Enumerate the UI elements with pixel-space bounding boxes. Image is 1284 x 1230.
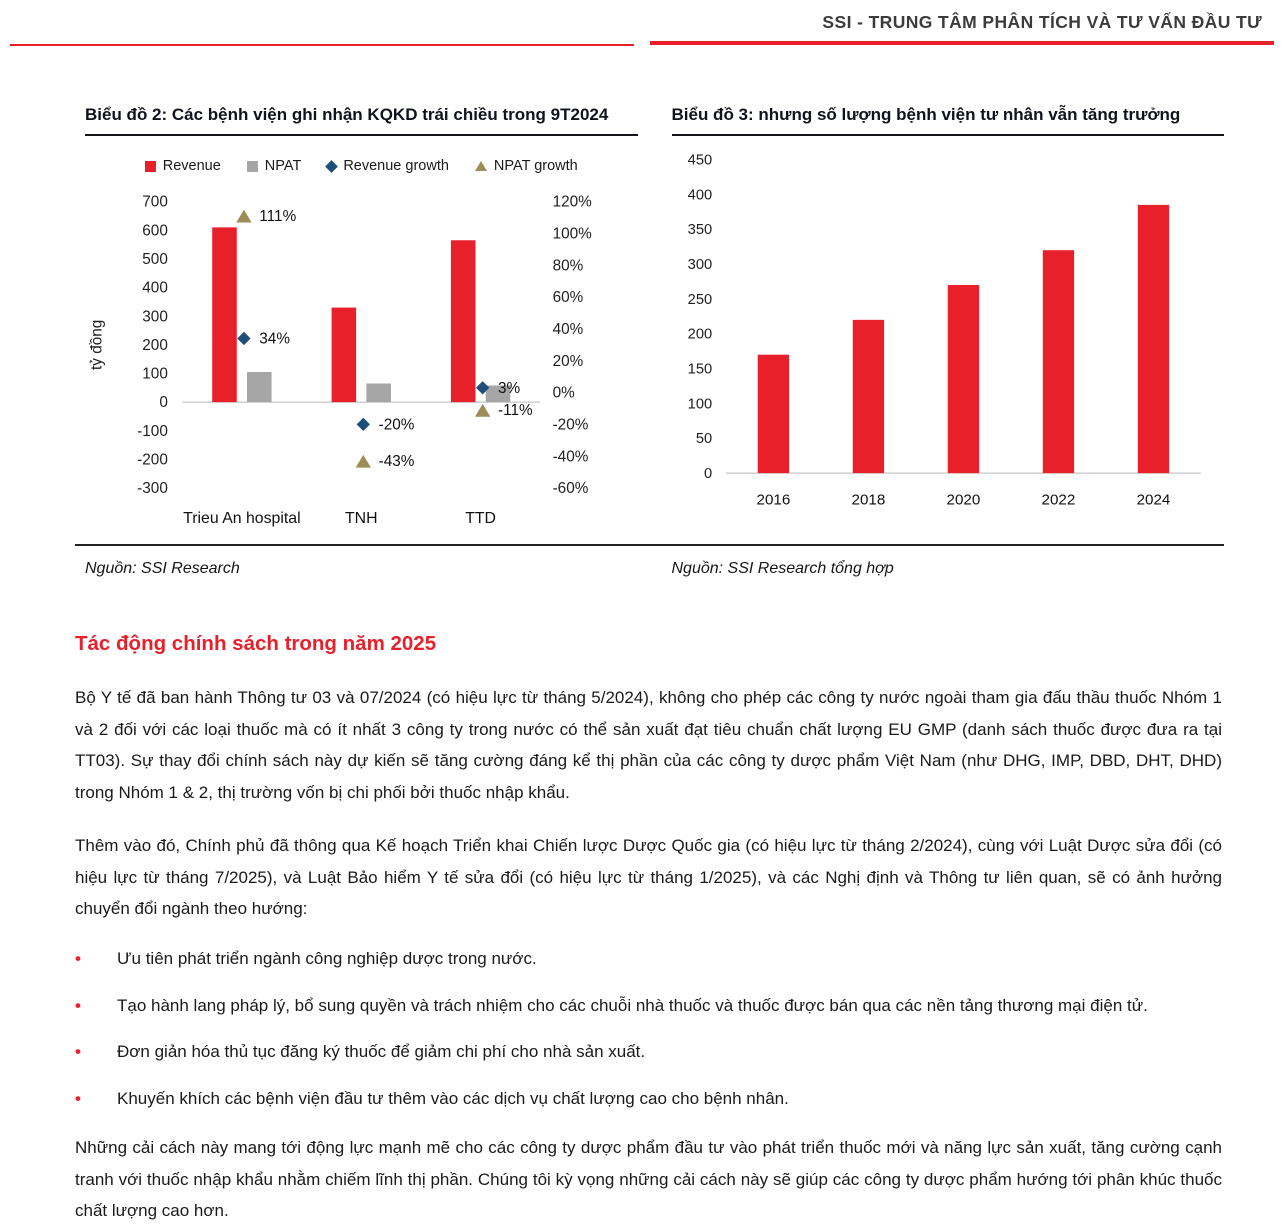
svg-text:2024: 2024: [1136, 492, 1170, 509]
bullet-item: • Ưu tiên phát triển ngành công nghiệp d…: [75, 946, 1222, 972]
chart-3-title-rule: [671, 134, 1224, 137]
header-rule: [0, 41, 1284, 46]
hospital-results-chart: 700 600 500 400 300 200 100 0 -100 -200 -300 120% 10…: [88, 194, 593, 527]
svg-text:TTD: TTD: [465, 510, 496, 527]
chart-2-legend: Revenue NPAT Revenue growth NPAT growth: [85, 142, 638, 176]
paragraph-1: Bộ Y tế đã ban hành Thông tư 03 và 07/20…: [75, 688, 1222, 802]
svg-text:150: 150: [687, 362, 712, 378]
bullet-icon: •: [75, 949, 81, 969]
svg-text:200: 200: [687, 327, 712, 343]
svg-text:350: 350: [687, 222, 712, 238]
svg-text:2020: 2020: [946, 492, 980, 509]
svg-text:111%: 111%: [259, 208, 296, 225]
svg-text:500: 500: [142, 251, 168, 268]
legend-label-revenue-growth: Revenue growth: [343, 158, 449, 175]
charts-section: Biểu đồ 2: Các bệnh viện ghi nhận KQKD t…: [0, 104, 1284, 536]
svg-text:400: 400: [142, 280, 168, 297]
sources-divider: [75, 544, 1224, 547]
header-rule-left: [10, 44, 634, 46]
private-hospital-count-chart: 450 400 350 300 250 200 150 100 50 0 2016 2018 2020 2…: [687, 153, 1201, 509]
npat-growth-triangle-icon: [474, 161, 487, 172]
bullet-text: Đơn giản hóa thủ tục đăng ký thuốc để gi…: [117, 1042, 646, 1062]
svg-text:0: 0: [704, 466, 712, 482]
svg-text:2016: 2016: [756, 492, 790, 509]
npat-swatch-icon: [246, 160, 258, 172]
header-title: SSI - TRUNG TÂM PHÂN TÍCH VÀ TƯ VẤN ĐẦU …: [822, 12, 1262, 32]
chart-2-title-rule: [85, 134, 638, 137]
svg-text:2022: 2022: [1041, 492, 1075, 509]
svg-text:Trieu An hospital: Trieu An hospital: [183, 510, 300, 527]
svg-text:-20%: -20%: [553, 417, 589, 434]
svg-text:-200: -200: [137, 452, 168, 469]
svg-text:700: 700: [142, 194, 168, 211]
svg-text:-300: -300: [137, 480, 168, 497]
svg-text:-11%: -11%: [498, 402, 533, 419]
svg-text:-43%: -43%: [379, 453, 415, 470]
svg-text:0%: 0%: [553, 385, 576, 402]
svg-text:400: 400: [687, 188, 712, 204]
sources-row: Nguồn: SSI Research Nguồn: SSI Research …: [0, 546, 1284, 578]
policy-bullet-list: • Ưu tiên phát triển ngành công nghiệp d…: [75, 946, 1222, 1111]
chart-3-panel: Biểu đồ 3: nhưng số lượng bệnh viện tư n…: [671, 104, 1224, 536]
legend-label-npat-growth: NPAT growth: [493, 158, 578, 175]
legend-item-revenue-growth: Revenue growth: [325, 158, 449, 175]
svg-text:-60%: -60%: [553, 480, 589, 497]
svg-text:450: 450: [687, 153, 712, 169]
svg-text:80%: 80%: [553, 258, 584, 275]
svg-text:-20%: -20%: [379, 417, 415, 434]
svg-text:40%: 40%: [553, 321, 584, 338]
legend-item-npat-growth: NPAT growth: [474, 158, 578, 175]
report-header: SSI - TRUNG TÂM PHÂN TÍCH VÀ TƯ VẤN ĐẦU …: [0, 0, 1284, 46]
bullet-text: Tạo hành lang pháp lý, bổ sung quyền và …: [117, 995, 1148, 1015]
chart-2-title: Biểu đồ 2: Các bệnh viện ghi nhận KQKD t…: [85, 105, 609, 124]
svg-text:120%: 120%: [553, 194, 593, 211]
legend-label-revenue: Revenue: [162, 158, 221, 175]
section-heading: Tác động chính sách trong năm 2025: [75, 632, 437, 656]
bullet-text: Khuyến khích các bệnh viện đầu tư thêm v…: [117, 1088, 789, 1108]
svg-text:tỷ đồng: tỷ đồng: [88, 320, 105, 370]
bullet-icon: •: [75, 1042, 81, 1062]
svg-text:20%: 20%: [553, 353, 584, 370]
svg-text:3%: 3%: [498, 380, 521, 397]
svg-text:300: 300: [687, 257, 712, 273]
revenue-swatch-icon: [144, 160, 156, 172]
svg-text:100: 100: [687, 397, 712, 413]
svg-text:60%: 60%: [553, 289, 584, 306]
svg-text:300: 300: [142, 309, 168, 326]
legend-item-revenue: Revenue: [144, 158, 221, 175]
svg-text:2018: 2018: [851, 492, 885, 509]
svg-text:250: 250: [687, 292, 712, 308]
svg-text:-100: -100: [137, 423, 168, 440]
chart-2-source: Nguồn: SSI Research: [85, 560, 240, 578]
bullet-item: • Đơn giản hóa thủ tục đăng ký thuốc để …: [75, 1039, 1222, 1065]
bullet-text: Ưu tiên phát triển ngành công nghiệp dượ…: [117, 949, 537, 969]
legend-label-npat: NPAT: [264, 158, 302, 175]
svg-text:100%: 100%: [553, 226, 593, 243]
bullet-item: • Khuyến khích các bệnh viện đầu tư thêm…: [75, 1086, 1222, 1112]
closing-paragraph: Những cải cách này mang tới động lực mạn…: [75, 1138, 1222, 1221]
revenue-growth-diamond-icon: [325, 159, 339, 173]
legend-item-npat: NPAT: [246, 158, 302, 175]
svg-text:-40%: -40%: [553, 449, 589, 466]
svg-text:100: 100: [142, 366, 168, 383]
chart-2-panel: Biểu đồ 2: Các bệnh viện ghi nhận KQKD t…: [85, 104, 638, 536]
bullet-icon: •: [75, 1088, 81, 1108]
chart-3-title: Biểu đồ 3: nhưng số lượng bệnh viện tư n…: [671, 105, 1181, 124]
svg-text:50: 50: [695, 431, 711, 447]
svg-text:34%: 34%: [259, 331, 290, 348]
svg-text:200: 200: [142, 337, 168, 354]
paragraph-2: Thêm vào đó, Chính phủ đã thông qua Kế h…: [75, 836, 1222, 919]
bullet-icon: •: [75, 995, 81, 1015]
policy-section: Tác động chính sách trong năm 2025 Bộ Y …: [0, 632, 1284, 1226]
svg-text:600: 600: [142, 223, 168, 240]
chart-3-source: Nguồn: SSI Research tổng hợp: [671, 560, 894, 578]
svg-text:TNH: TNH: [345, 510, 378, 527]
header-rule-right: [650, 41, 1274, 45]
svg-text:0: 0: [159, 394, 168, 411]
bullet-item: • Tạo hành lang pháp lý, bổ sung quyền v…: [75, 993, 1222, 1019]
